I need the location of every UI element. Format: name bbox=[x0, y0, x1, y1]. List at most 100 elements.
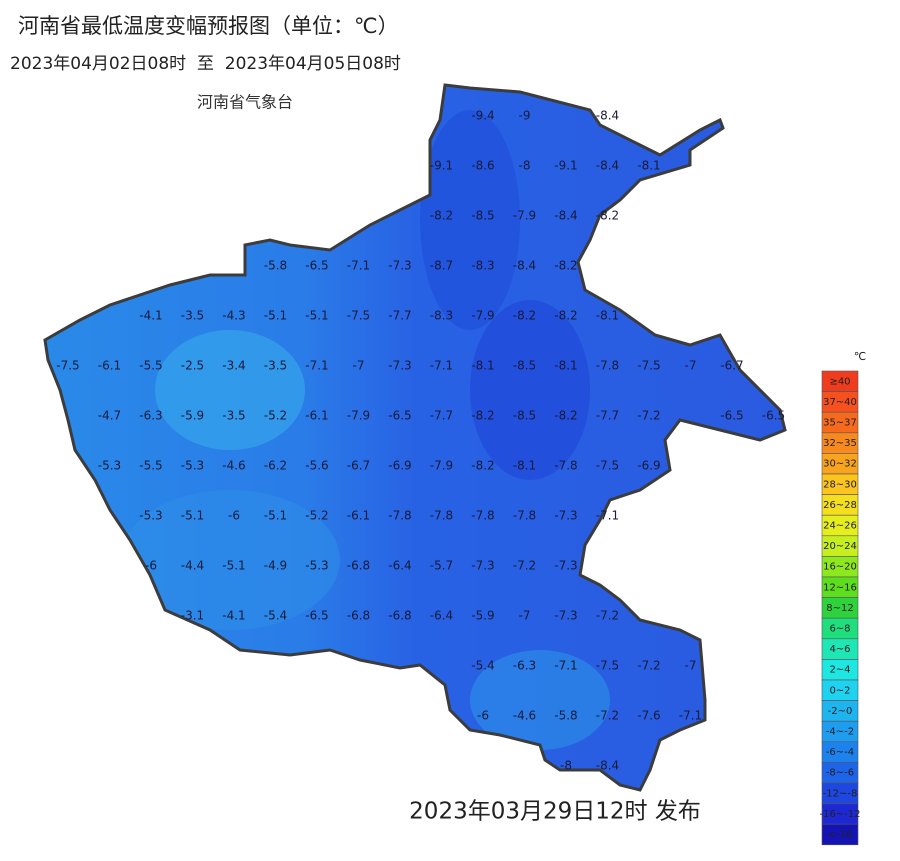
legend-label: 2~4 bbox=[829, 665, 850, 676]
grid-value: -6.5 bbox=[305, 259, 328, 273]
grid-value: -8.6 bbox=[471, 159, 494, 173]
grid-value: -5.5 bbox=[139, 359, 162, 373]
grid-value: -7 bbox=[519, 609, 531, 623]
grid-value: -8.4 bbox=[554, 209, 577, 223]
grid-value: -5.8 bbox=[264, 259, 287, 273]
grid-value: -5.3 bbox=[139, 509, 162, 523]
grid-value: -7.3 bbox=[554, 509, 577, 523]
grid-value: -2.5 bbox=[181, 359, 204, 373]
grid-value: -3.5 bbox=[181, 309, 204, 323]
grid-value: -6.5 bbox=[762, 409, 785, 423]
grid-value: -7.3 bbox=[388, 259, 411, 273]
legend-label: 0~2 bbox=[829, 685, 850, 696]
grid-value: -7.1 bbox=[679, 709, 702, 723]
grid-value: -5.1 bbox=[181, 509, 204, 523]
grid-value: -5.3 bbox=[181, 459, 204, 473]
grid-value: -7 bbox=[353, 359, 365, 373]
grid-value: -6.1 bbox=[305, 409, 328, 423]
grid-value: -6.2 bbox=[264, 459, 287, 473]
grid-value: -7.5 bbox=[596, 659, 619, 673]
map-title: 河南省最低温度变幅预报图（单位：℃） bbox=[18, 14, 399, 38]
grid-value: -6.3 bbox=[513, 659, 536, 673]
grid-value: -8.2 bbox=[471, 409, 494, 423]
legend-label: 6~8 bbox=[829, 624, 850, 635]
grid-value: -5.2 bbox=[305, 509, 328, 523]
legend-label: 26~28 bbox=[823, 500, 857, 511]
grid-value: -8 bbox=[560, 759, 572, 773]
issue-time: 2023年03月29日12时 发布 bbox=[409, 799, 701, 825]
agency: 河南省气象台 bbox=[197, 93, 293, 112]
light-patch bbox=[120, 490, 340, 630]
grid-value: -3.1 bbox=[181, 609, 204, 623]
grid-value: -6.9 bbox=[637, 459, 660, 473]
legend-label: 30~32 bbox=[823, 459, 857, 470]
grid-value: -8.3 bbox=[471, 259, 494, 273]
dark-patch bbox=[420, 110, 520, 330]
grid-value: -6 bbox=[228, 509, 240, 523]
grid-value: -7.5 bbox=[596, 459, 619, 473]
grid-value: -6.3 bbox=[139, 409, 162, 423]
grid-value: -7.3 bbox=[554, 609, 577, 623]
grid-value: -7.5 bbox=[637, 359, 660, 373]
legend-label: 12~16 bbox=[823, 582, 857, 593]
grid-value: -8.7 bbox=[430, 259, 453, 273]
grid-value: -5.4 bbox=[471, 659, 494, 673]
grid-value: -7.2 bbox=[513, 559, 536, 573]
grid-value: -7.9 bbox=[430, 459, 453, 473]
grid-value: -7.1 bbox=[305, 359, 328, 373]
grid-value: -7.6 bbox=[637, 709, 660, 723]
grid-value: -5.2 bbox=[264, 409, 287, 423]
legend-label: -12~-8 bbox=[823, 788, 858, 799]
grid-value: -7.2 bbox=[596, 609, 619, 623]
forecast-period: 2023年04月02日08时 至 2023年04月05日08时 bbox=[10, 54, 401, 74]
grid-value: -5.1 bbox=[222, 559, 245, 573]
grid-value: -6.9 bbox=[388, 459, 411, 473]
grid-value: -8.5 bbox=[513, 359, 536, 373]
grid-value: -7.2 bbox=[637, 409, 660, 423]
grid-value: -7 bbox=[685, 359, 697, 373]
grid-value: -5.8 bbox=[554, 709, 577, 723]
grid-value: -7.7 bbox=[430, 409, 453, 423]
grid-value: -6.1 bbox=[98, 359, 121, 373]
legend-label: 32~35 bbox=[823, 438, 857, 449]
grid-value: -7.5 bbox=[347, 309, 370, 323]
grid-value: -9.1 bbox=[554, 159, 577, 173]
grid-value: -8.2 bbox=[513, 309, 536, 323]
grid-value: -7 bbox=[685, 659, 697, 673]
grid-value: -4.4 bbox=[181, 559, 204, 573]
grid-value: -6.8 bbox=[347, 609, 370, 623]
grid-value: -7.8 bbox=[513, 509, 536, 523]
grid-value: -7.9 bbox=[513, 209, 536, 223]
grid-value: -9.4 bbox=[471, 109, 494, 123]
grid-value: -5.1 bbox=[264, 509, 287, 523]
grid-value: -5.3 bbox=[305, 559, 328, 573]
grid-value: -8.5 bbox=[513, 409, 536, 423]
legend-label: 4~6 bbox=[829, 644, 850, 655]
grid-value: -5.3 bbox=[98, 459, 121, 473]
grid-value: -4.1 bbox=[222, 609, 245, 623]
grid-value: -3.4 bbox=[222, 359, 245, 373]
grid-value: -7.3 bbox=[554, 559, 577, 573]
grid-value: -8.5 bbox=[471, 209, 494, 223]
grid-value: -3.5 bbox=[264, 359, 287, 373]
grid-value: -7.8 bbox=[430, 509, 453, 523]
grid-value: -5.9 bbox=[181, 409, 204, 423]
grid-value: -7.3 bbox=[471, 559, 494, 573]
grid-value: -8.2 bbox=[430, 209, 453, 223]
legend-label: 20~24 bbox=[823, 541, 857, 552]
grid-value: -7.7 bbox=[388, 309, 411, 323]
legend-unit: ℃ bbox=[854, 350, 866, 363]
grid-value: -7.1 bbox=[554, 659, 577, 673]
legend-label: 35~37 bbox=[823, 418, 857, 429]
grid-value: -6 bbox=[477, 709, 489, 723]
legend-swatch bbox=[821, 823, 859, 846]
legend-label: -6~-4 bbox=[826, 747, 854, 758]
legend-label: -4~-2 bbox=[826, 727, 854, 738]
legend-label: -16~-12 bbox=[819, 809, 860, 820]
legend-label: 8~12 bbox=[826, 603, 853, 614]
grid-value: -4.7 bbox=[98, 409, 121, 423]
grid-value: -8 bbox=[519, 159, 531, 173]
grid-value: -4.1 bbox=[139, 309, 162, 323]
